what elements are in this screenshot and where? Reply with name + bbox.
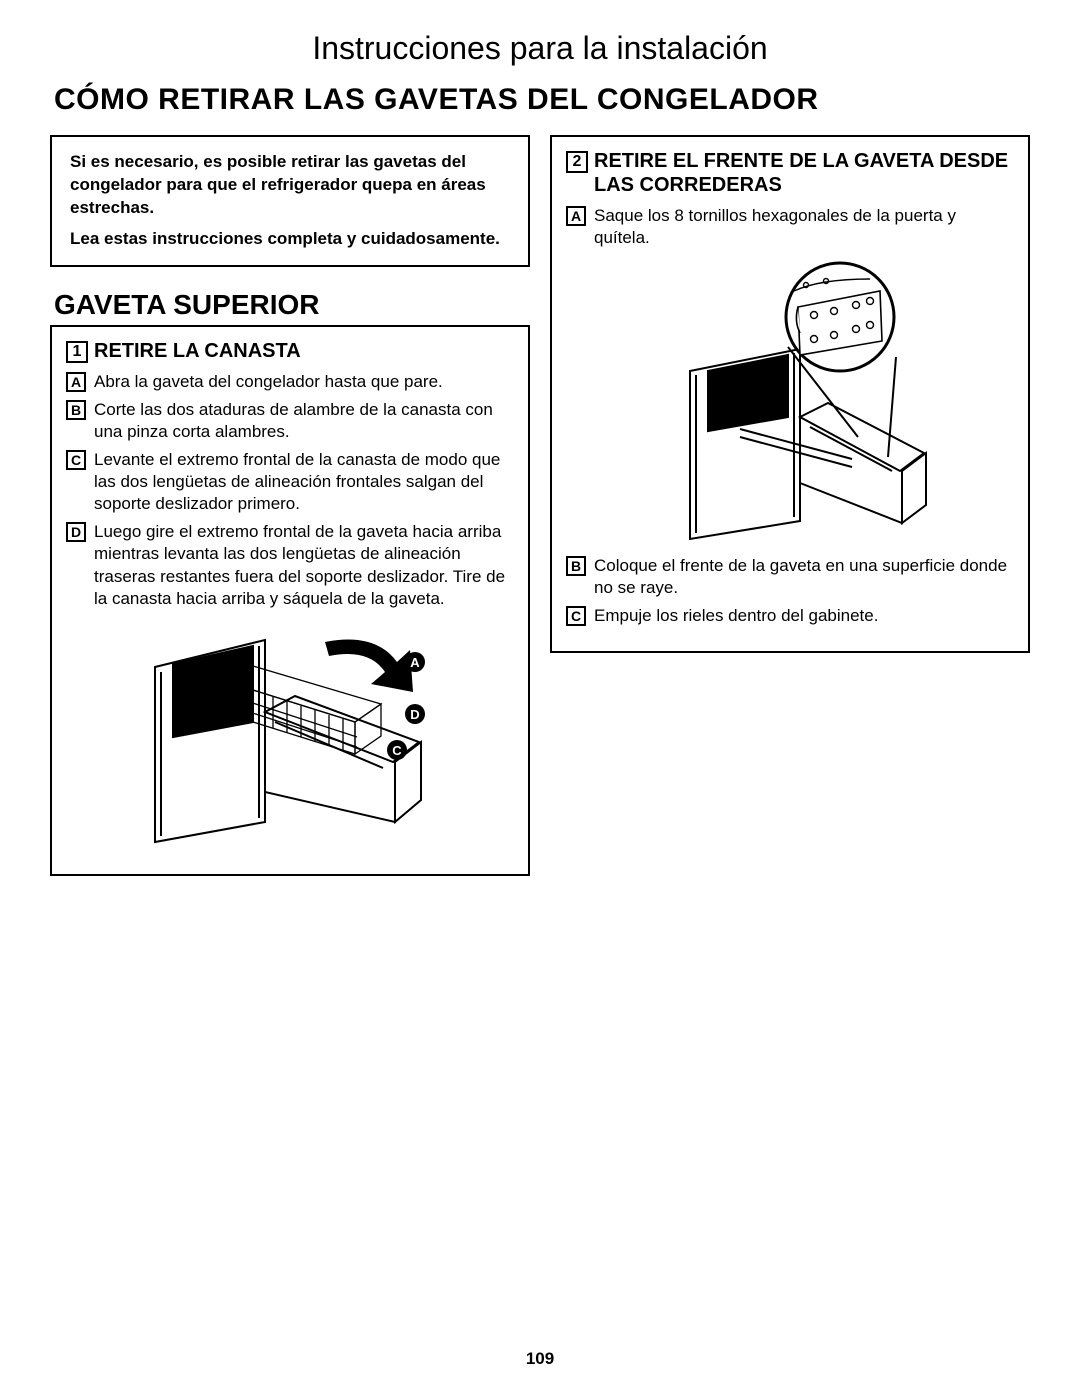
step1-A-text: Abra la gaveta del congelador hasta que …: [94, 371, 514, 393]
step1-title: RETIRE LA CANASTA: [94, 339, 301, 363]
intro-p1: Si es necesario, es posible retirar las …: [70, 151, 510, 220]
step1-illustration: A D C: [125, 622, 455, 852]
callout-C: C: [392, 743, 402, 758]
step2-illustration: [620, 261, 960, 551]
step1-number-box: 1: [66, 341, 88, 363]
step1-heading: 1 RETIRE LA CANASTA: [66, 339, 514, 363]
step1-C-text: Levante el extremo frontal de la canasta…: [94, 449, 514, 515]
step1-A: A Abra la gaveta del congelador hasta qu…: [66, 371, 514, 393]
step1-box: 1 RETIRE LA CANASTA A Abra la gaveta del…: [50, 325, 530, 876]
letter-box-A: A: [66, 372, 86, 392]
step1-C: C Levante el extremo frontal de la canas…: [66, 449, 514, 515]
step2-B-text: Coloque el frente de la gaveta en una su…: [594, 555, 1014, 599]
two-column-layout: Si es necesario, es posible retirar las …: [50, 135, 1030, 876]
step1-D: D Luego gire el extremo frontal de la ga…: [66, 521, 514, 609]
letter-box-B2: B: [566, 556, 586, 576]
right-column: 2 RETIRE EL FRENTE DE LA GAVETA DESDE LA…: [550, 135, 1030, 876]
step2-C-text: Empuje los rieles dentro del gabinete.: [594, 605, 1014, 627]
step2-box: 2 RETIRE EL FRENTE DE LA GAVETA DESDE LA…: [550, 135, 1030, 653]
page-number: 109: [0, 1349, 1080, 1369]
callout-A: A: [410, 655, 420, 670]
letter-box-A2: A: [566, 206, 586, 226]
step2-A: A Saque los 8 tornillos hexagonales de l…: [566, 205, 1014, 249]
step2-heading: 2 RETIRE EL FRENTE DE LA GAVETA DESDE LA…: [566, 149, 1014, 197]
step1-B-text: Corte las dos ataduras de alambre de la …: [94, 399, 514, 443]
letter-box-C2: C: [566, 606, 586, 626]
step2-C: C Empuje los rieles dentro del gabinete.: [566, 605, 1014, 627]
letter-box-D: D: [66, 522, 86, 542]
letter-box-C: C: [66, 450, 86, 470]
step2-number-box: 2: [566, 151, 588, 173]
left-column: Si es necesario, es posible retirar las …: [50, 135, 530, 876]
step1-D-text: Luego gire el extremo frontal de la gave…: [94, 521, 514, 609]
section-title: CÓMO RETIRAR LAS GAVETAS DEL CONGELADOR: [54, 83, 1030, 117]
sub-title: GAVETA SUPERIOR: [54, 289, 530, 321]
step1-B: B Corte las dos ataduras de alambre de l…: [66, 399, 514, 443]
page-title: Instrucciones para la instalación: [50, 30, 1030, 67]
step2-A-text: Saque los 8 tornillos hexagonales de la …: [594, 205, 1014, 249]
callout-D: D: [410, 707, 419, 722]
step2-B: B Coloque el frente de la gaveta en una …: [566, 555, 1014, 599]
intro-box: Si es necesario, es posible retirar las …: [50, 135, 530, 267]
intro-p2: Lea estas instrucciones completa y cuida…: [70, 228, 510, 251]
step2-title: RETIRE EL FRENTE DE LA GAVETA DESDE LAS …: [594, 149, 1014, 197]
letter-box-B: B: [66, 400, 86, 420]
